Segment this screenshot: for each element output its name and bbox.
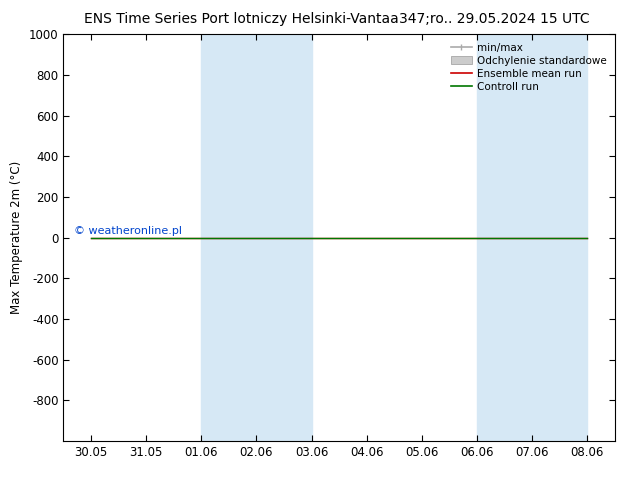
Legend: min/max, Odchylenie standardowe, Ensemble mean run, Controll run: min/max, Odchylenie standardowe, Ensembl…	[448, 40, 610, 95]
Text: © weatheronline.pl: © weatheronline.pl	[74, 226, 183, 236]
Y-axis label: Max Temperature 2m (°C): Max Temperature 2m (°C)	[10, 161, 23, 314]
Bar	[202, 34, 312, 441]
Text: ENS Time Series Port lotniczy Helsinki-Vantaa: ENS Time Series Port lotniczy Helsinki-V…	[84, 12, 398, 26]
Text: 347;ro.. 29.05.2024 15 UTC: 347;ro.. 29.05.2024 15 UTC	[399, 12, 590, 26]
Bar	[477, 34, 588, 441]
